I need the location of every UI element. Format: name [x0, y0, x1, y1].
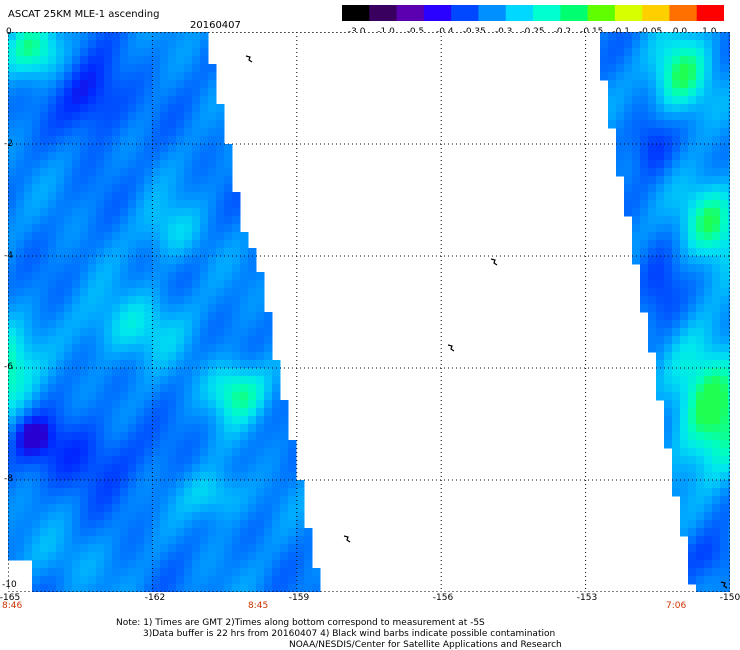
lat-tick-8: -8: [4, 474, 13, 484]
map-date: 20160407: [190, 20, 241, 31]
wind-barb: [343, 535, 351, 543]
wind-barbs: [245, 55, 728, 589]
colorbar-swatch: [669, 5, 698, 21]
lat-lon-grid: [8, 32, 730, 592]
colorbar-swatch: [505, 5, 534, 21]
note-line-2: 3)Data buffer is 22 hrs from 20160407 4)…: [143, 629, 556, 639]
lat-tick-2: -2: [4, 139, 13, 149]
colorbar-swatch: [423, 5, 452, 21]
colorbar-swatch: [451, 5, 480, 21]
lat-tick-6: -6: [4, 362, 13, 372]
colorbar-swatch: [614, 5, 643, 21]
lon-tick-165: -165: [0, 593, 21, 603]
left-swath: [8, 32, 321, 592]
lon-tick-162: -162: [144, 593, 166, 603]
colorbar-swatch: [478, 5, 507, 21]
lon-tick-153: -153: [576, 593, 598, 603]
map-frame: [8, 32, 730, 592]
colorbar-swatch: [587, 5, 616, 21]
wind-barb: [720, 581, 728, 589]
pass-time-right: 7:06: [666, 601, 687, 611]
colorbar-swatch: [396, 5, 425, 21]
lat-tick-0: 0: [6, 27, 12, 37]
lon-tick-159: -159: [288, 593, 310, 603]
colorbar-swatch: [560, 5, 589, 21]
lat-tick-4: -4: [4, 251, 13, 261]
lat-tick-10: -10: [2, 580, 17, 590]
wind-barb: [245, 55, 253, 63]
lon-tick-150: -150: [719, 593, 740, 603]
pass-time-left: 8:46: [2, 601, 23, 611]
right-swath: [600, 32, 730, 592]
colorbar-swatch: [533, 5, 561, 21]
note-line-1: Note: 1) Times are GMT 2)Times along bot…: [116, 618, 485, 628]
colorbar: [342, 5, 724, 21]
wind-barb: [490, 258, 498, 266]
colorbar-swatch: [369, 5, 398, 21]
colorbar-swatch: [342, 5, 370, 21]
pass-time-middle: 8:45: [248, 601, 269, 611]
swath-map: [8, 32, 730, 592]
colorbar-swatch: [696, 5, 724, 21]
colorbar-swatch: [642, 5, 671, 21]
map-title: ASCAT 25KM MLE-1 ascending: [8, 9, 160, 20]
lon-tick-156: -156: [432, 593, 454, 603]
wind-barb: [447, 344, 455, 352]
note-line-3: NOAA/NESDIS/Center for Satellite Applica…: [289, 640, 562, 650]
